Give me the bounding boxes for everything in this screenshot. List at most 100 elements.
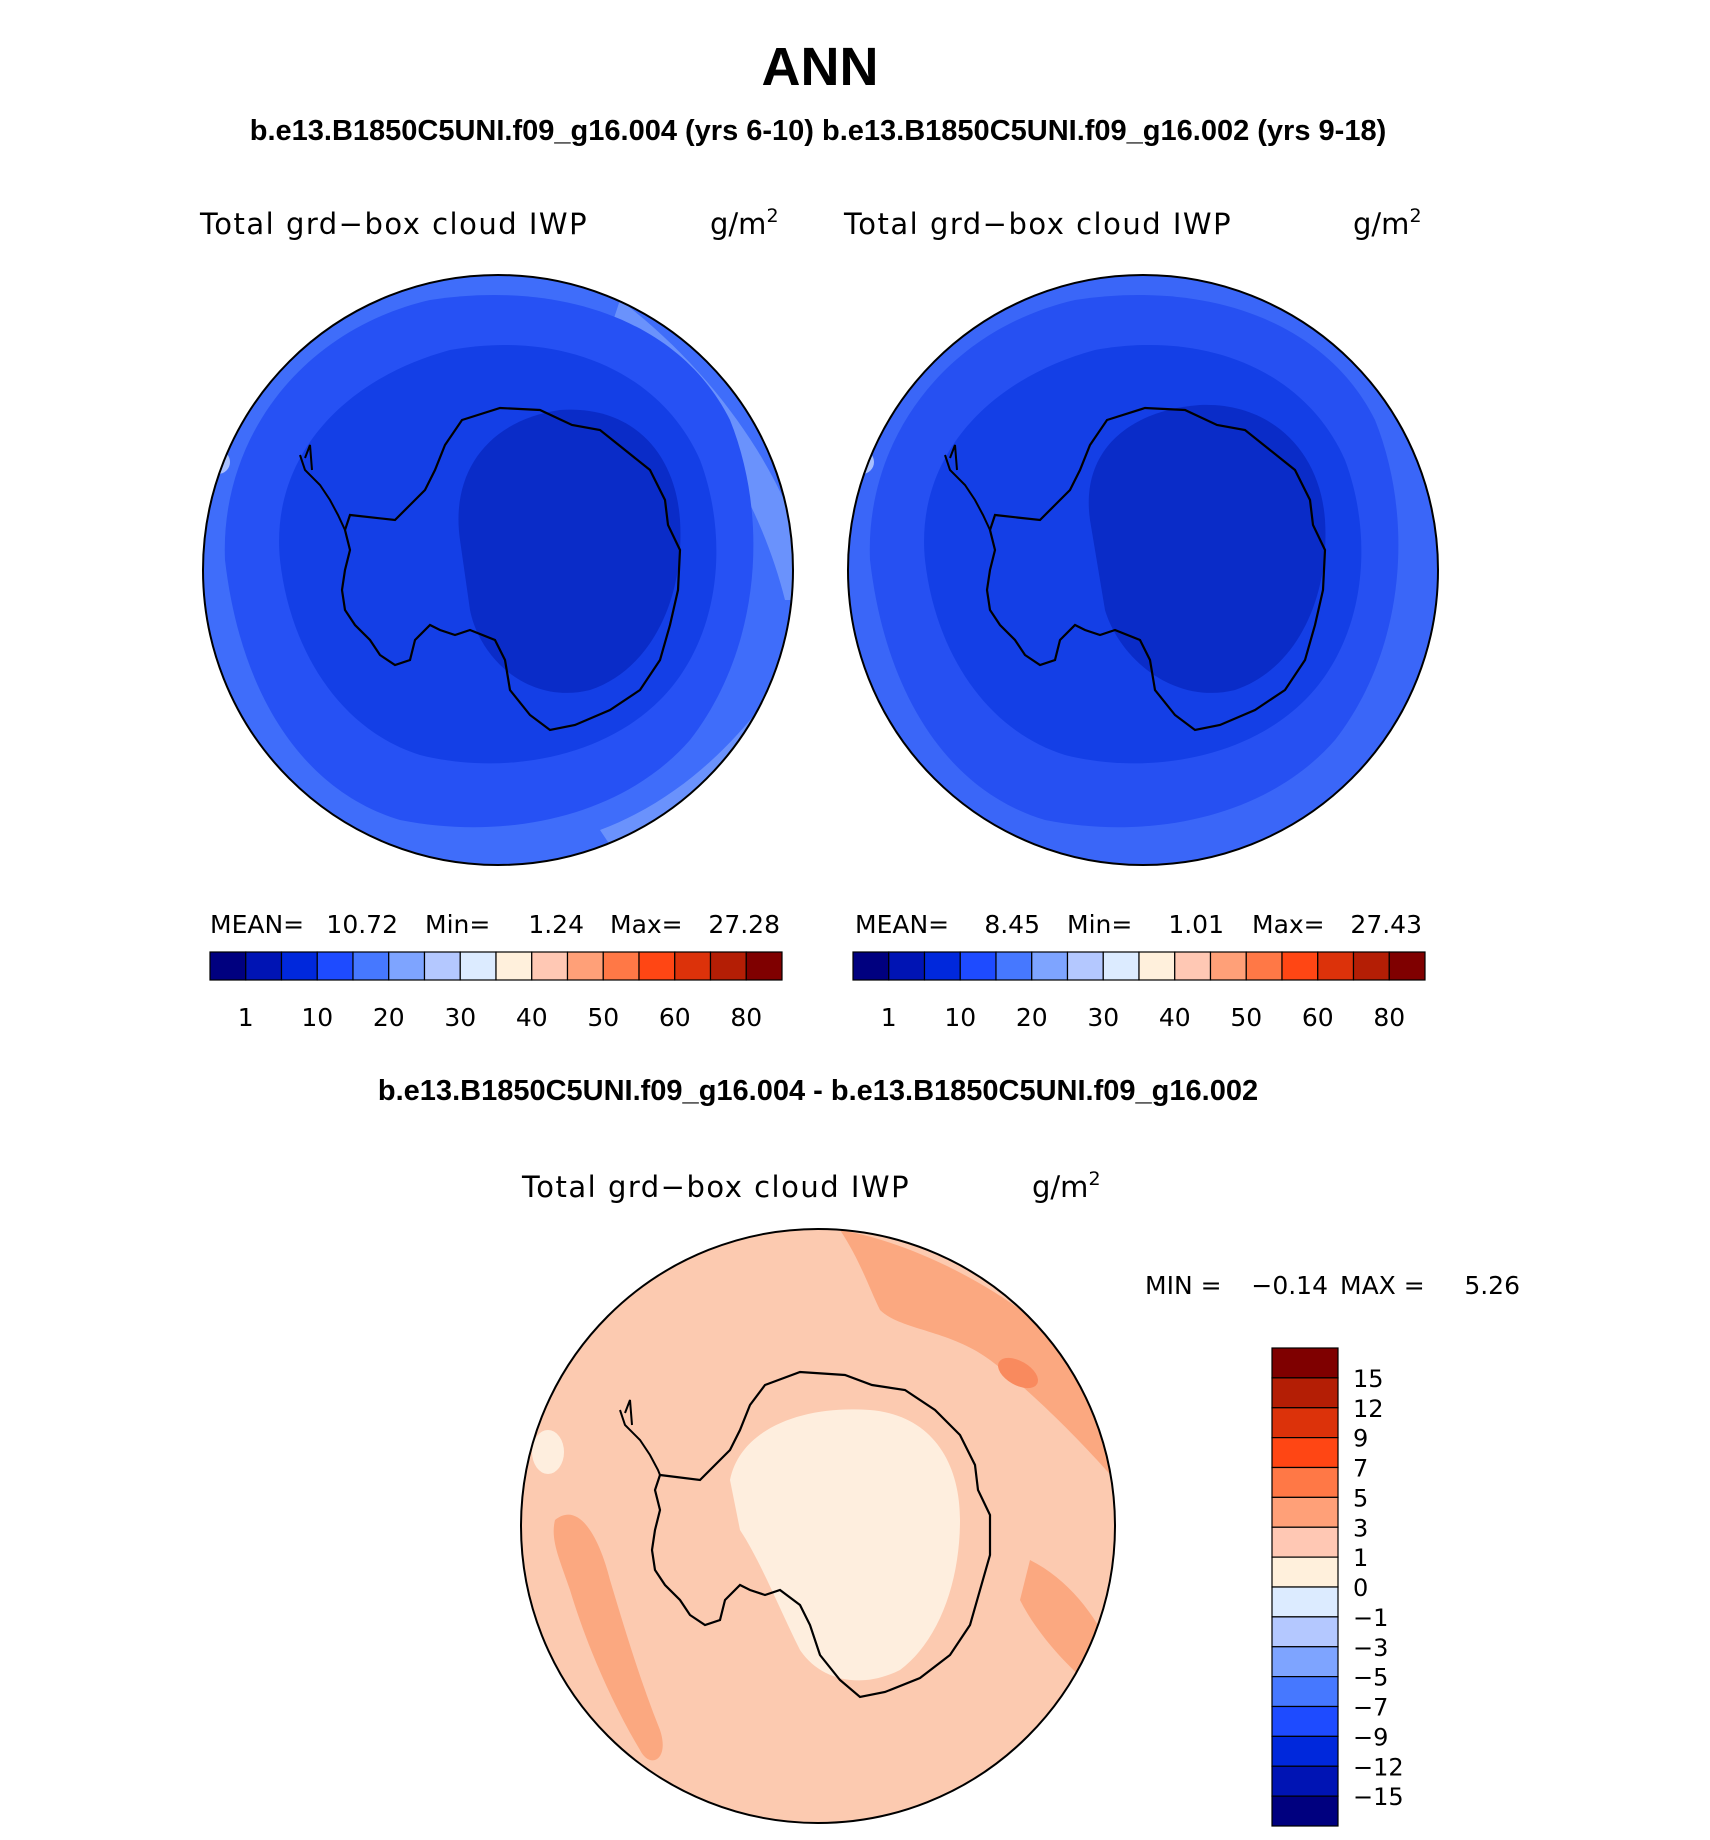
map-left [202, 274, 794, 866]
colorbar-diff-tick-label: −12 [1353, 1753, 1404, 1781]
colorbar-right-swatch [1388, 951, 1426, 981]
map-diff-warm-edge [532, 1430, 564, 1474]
stats-left: MEAN= 10.72 Min= 1.24 Max= 27.28 [210, 910, 780, 939]
colorbar-diff-tick-label: 5 [1353, 1484, 1368, 1512]
colorbar-right-swatch [1031, 951, 1069, 981]
stats-left-mean-value: 10.72 [326, 910, 398, 939]
colorbar-left-swatch [316, 951, 354, 981]
colorbar-right-swatch [1209, 951, 1247, 981]
field-label-right: Total grd−box cloud IWP [843, 207, 1232, 241]
colorbar-left-swatch [388, 951, 426, 981]
colorbar-right-swatch [1102, 951, 1140, 981]
stats-right-min-label: Min= [1067, 910, 1132, 939]
map-right-warm-spot [850, 450, 874, 474]
units-diff-exp: 2 [1088, 1168, 1100, 1190]
colorbar-left-swatch [674, 951, 712, 981]
stats-left-min-label: Min= [425, 910, 490, 939]
colorbar-diff-swatch [1271, 1407, 1339, 1439]
colorbar-left-swatch [352, 951, 390, 981]
colorbar-left-tick-label: 50 [587, 1003, 619, 1032]
field-label-left: Total grd−box cloud IWP [199, 207, 588, 241]
stats-right-mean-label: MEAN= [855, 910, 949, 939]
units-left: g/m2 [710, 205, 779, 241]
colorbar-diff-swatch [1271, 1765, 1339, 1797]
colorbar-right-tick-label: 1 [881, 1003, 897, 1032]
diff-min-value: −0.14 [1251, 1271, 1328, 1300]
colorbar-left-tick-label: 40 [516, 1003, 548, 1032]
colorbar-left-swatch [709, 951, 747, 981]
difference-subtitle: b.e13.B1850C5UNI.f09_g16.004 - b.e13.B18… [378, 1075, 1258, 1107]
colorbar-diff-tick-label: 3 [1353, 1514, 1368, 1542]
units-right-exp: 2 [1409, 205, 1421, 227]
colorbar-right-tick-label: 50 [1230, 1003, 1262, 1032]
map-diff-local-max [998, 1357, 1038, 1389]
field-label-diff: Total grd−box cloud IWP [521, 1170, 910, 1204]
colorbar-diff-tick-label: −7 [1353, 1694, 1388, 1722]
map-diff-polar-cap [730, 1409, 960, 1681]
colorbar-left-swatch [566, 951, 604, 981]
colorbar-right-swatch [995, 951, 1033, 981]
units-diff: g/m2 [1032, 1168, 1101, 1204]
colorbar-diff-swatch [1271, 1586, 1339, 1618]
colorbar-left-swatch [531, 951, 569, 981]
map-left-boundary [202, 274, 794, 866]
units-left-exp: 2 [766, 205, 778, 227]
map-right-peninsula [944, 444, 991, 531]
stats-right: MEAN= 8.45 Min= 1.01 Max= 27.43 [855, 910, 1422, 939]
colorbar-diff-swatch [1271, 1496, 1339, 1528]
colorbar-diff-tick-label: −15 [1353, 1783, 1404, 1811]
stats-left-max-label: Max= [610, 910, 683, 939]
colorbar-right-swatch [1138, 951, 1176, 981]
colorbar-right-swatch [959, 951, 997, 981]
map-left-polar-cap [458, 409, 681, 693]
colorbar-diff-tick-label: −3 [1353, 1634, 1388, 1662]
colorbar-diff-tick-label: −1 [1353, 1604, 1388, 1632]
colorbar-right-swatch [1352, 951, 1390, 981]
colorbar-right-tick-label: 60 [1302, 1003, 1334, 1032]
colorbar-diff-swatch [1271, 1646, 1339, 1678]
colorbar-diff-tick-label: 1 [1353, 1544, 1368, 1572]
colorbar-diff-swatch [1271, 1377, 1339, 1409]
colorbar-right-swatch [888, 951, 926, 981]
stats-left-min-value: 1.24 [528, 910, 584, 939]
colorbar-diff-swatch [1271, 1705, 1339, 1737]
colorbar-left-swatch [423, 951, 461, 981]
map-left-peninsula [299, 444, 346, 531]
colorbar-left-swatch [280, 951, 318, 981]
colorbar-right-swatch [923, 951, 961, 981]
colorbar-diff-swatch [1271, 1616, 1339, 1648]
colorbar-diff-swatch [1271, 1676, 1339, 1708]
colorbar-right-tick-label: 30 [1087, 1003, 1119, 1032]
map-diff-peninsula [619, 1399, 661, 1476]
cases-subtitle: b.e13.B1850C5UNI.f09_g16.004 (yrs 6-10) … [250, 115, 1386, 147]
map-right [847, 274, 1439, 866]
colorbar-diff-swatch [1271, 1466, 1339, 1498]
colorbar-right-swatch [1245, 951, 1283, 981]
colorbar-left-swatch [495, 951, 533, 981]
colorbar-right-tick-label: 80 [1373, 1003, 1405, 1032]
colorbar-left-swatch [602, 951, 640, 981]
colorbar-diff-tick-label: 0 [1353, 1574, 1368, 1602]
colorbar-left: 1 10 20 30 40 50 60 80 [209, 951, 783, 1032]
colorbar-diff-swatch [1271, 1437, 1339, 1469]
colorbar-left-tick-label: 10 [301, 1003, 333, 1032]
map-diff-boundary [520, 1228, 1116, 1824]
colorbar-right-swatch [852, 951, 890, 981]
colorbar-diff-swatch [1271, 1556, 1339, 1588]
diff-minmax: MIN = −0.14 MAX = 5.26 [1145, 1271, 1520, 1300]
diff-max-value: 5.26 [1464, 1271, 1520, 1300]
map-diff-band-northeast [840, 1230, 1115, 1480]
stats-left-max-value: 27.28 [708, 910, 780, 939]
colorbar-right-swatch [1281, 951, 1319, 981]
units-right: g/m2 [1353, 205, 1422, 241]
colorbar-right-swatch [1174, 951, 1212, 981]
map-diff [520, 1228, 1116, 1824]
colorbar-left-swatch [209, 951, 247, 981]
colorbar-right-swatch [1066, 951, 1104, 981]
stats-right-min-value: 1.01 [1168, 910, 1224, 939]
map-right-boundary [847, 274, 1439, 866]
colorbar-left-swatch [638, 951, 676, 981]
colorbar-left-swatch [459, 951, 497, 981]
